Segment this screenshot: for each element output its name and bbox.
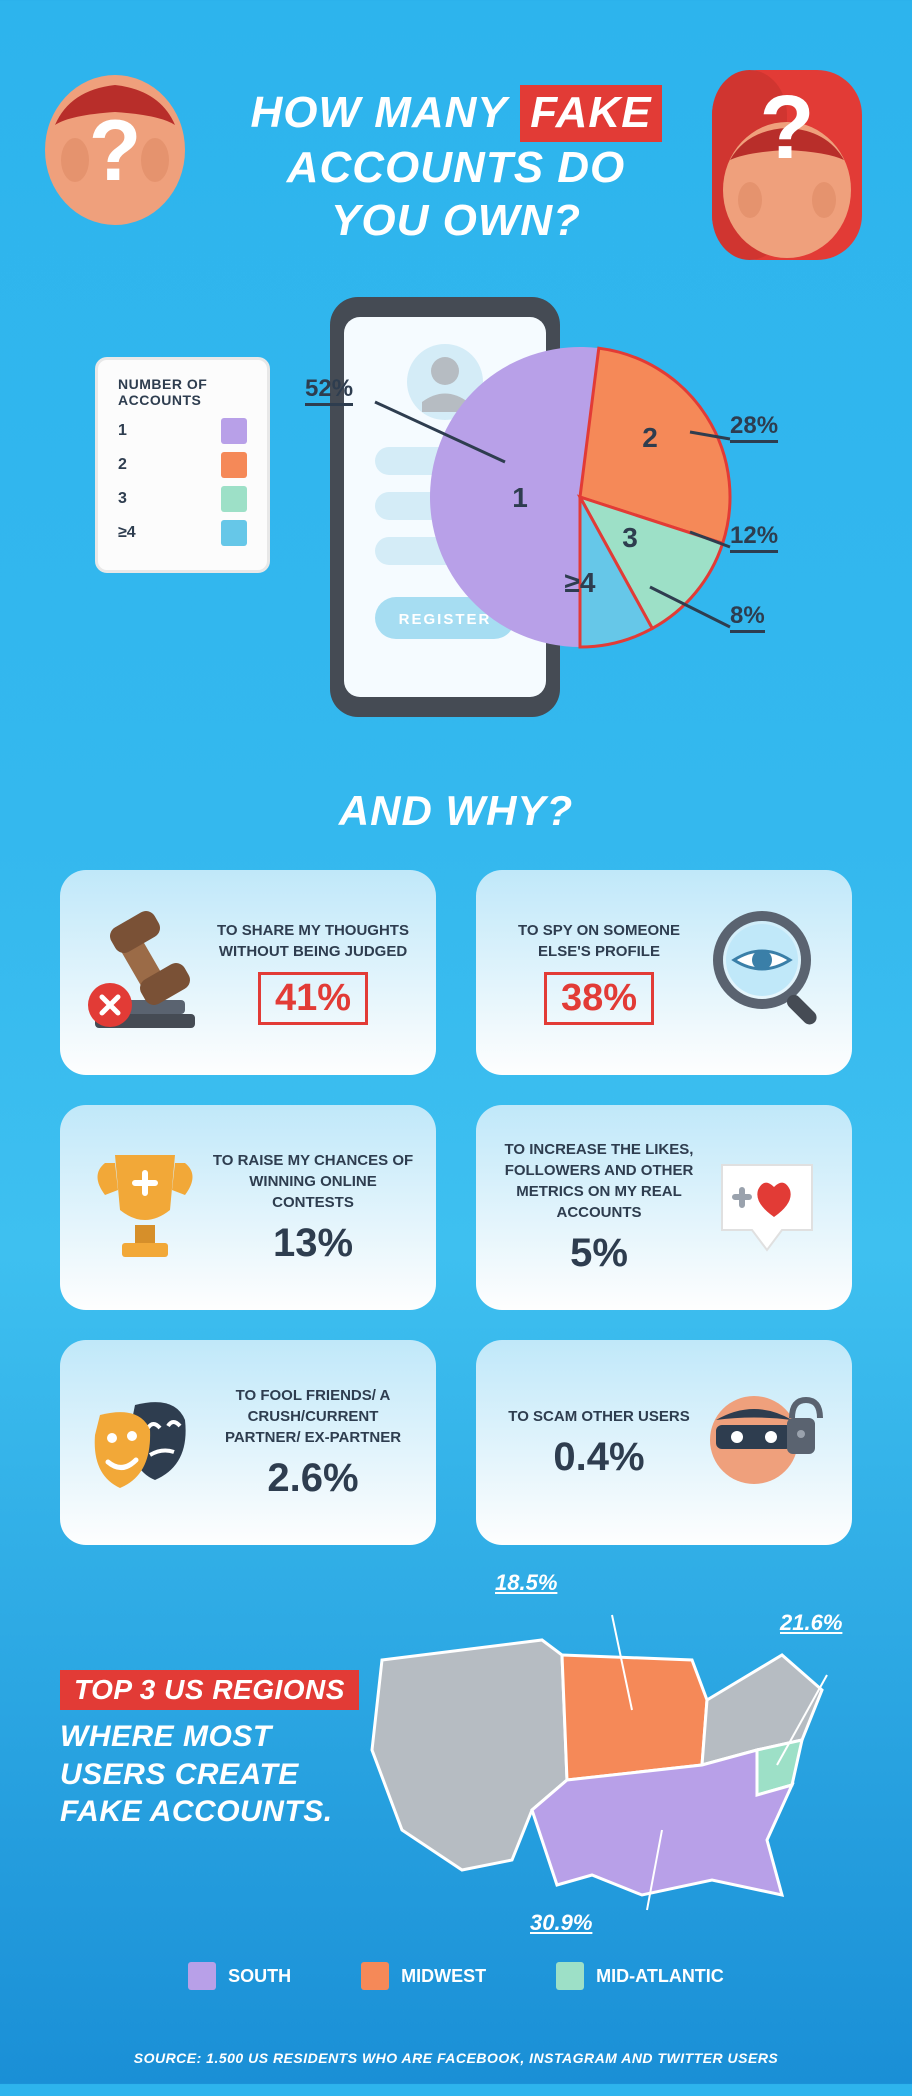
eye-icon <box>702 900 832 1045</box>
reason-pct: 2.6% <box>267 1456 358 1501</box>
pie-callout: 8% <box>730 602 765 633</box>
pie-callout: 52% <box>305 375 353 406</box>
pie-callout: 28% <box>730 412 778 443</box>
regions-section: TOP 3 US REGIONS WHERE MOSTUSERS CREATEF… <box>0 1580 912 2030</box>
pie-section: NUMBER OF ACCOUNTS 123≥4 REGISTER 123≥4 … <box>0 297 912 757</box>
map-legend-item: MIDWEST <box>361 1962 486 1990</box>
heart-icon <box>702 1135 832 1280</box>
reason-pct: 41% <box>258 972 368 1025</box>
svg-text:?: ? <box>760 78 815 178</box>
title-part-2: ACCOUNTS DO <box>287 143 626 192</box>
pie-slice-label: 2 <box>642 422 658 453</box>
map-legend-swatch <box>556 1962 584 1990</box>
reason-card: TO RAISE MY CHANCES OF WINNING ONLINE CO… <box>60 1105 436 1310</box>
legend-title: NUMBER OF ACCOUNTS <box>118 376 247 408</box>
trophy-icon <box>80 1135 210 1280</box>
pie-legend: NUMBER OF ACCOUNTS 1 2 3 ≥4 <box>95 357 270 573</box>
map-legend-swatch <box>361 1962 389 1990</box>
legend-label: 1 <box>118 422 127 440</box>
legend-item: ≥4 <box>118 520 247 546</box>
reason-card: TO SCAM OTHER USERS 0.4% <box>476 1340 852 1545</box>
map-callout: 21.6% <box>780 1610 842 1636</box>
map-legend-swatch <box>188 1962 216 1990</box>
subtitle: AND WHY? <box>0 787 912 835</box>
face-question-left-icon: ? <box>30 60 200 250</box>
face-question-right-icon: ? <box>692 60 882 280</box>
reason-content: TO SCAM OTHER USERS 0.4% <box>496 1406 702 1480</box>
reason-pct: 13% <box>273 1221 353 1266</box>
pie-slice-label: ≥4 <box>565 567 596 598</box>
map-legend-item: MID-ATLANTIC <box>556 1962 724 1990</box>
title-part-1: HOW MANY <box>250 88 507 137</box>
map-callout: 18.5% <box>495 1570 557 1596</box>
regions-title-top: TOP 3 US REGIONS <box>60 1670 359 1710</box>
title-section: ? ? HOW MANY FAKE ACCOUNTS DO YOU OWN? <box>0 0 912 247</box>
pie-chart: 1 2 3 ≥4 <box>420 337 740 662</box>
legend-item: 2 <box>118 452 247 478</box>
reason-content: TO FOOL FRIENDS/ A CRUSH/CURRENT PARTNER… <box>210 1385 416 1501</box>
legend-swatch <box>221 486 247 512</box>
us-map <box>362 1600 842 1925</box>
map-legend-label: MID-ATLANTIC <box>596 1966 724 1987</box>
gavel-icon <box>80 900 210 1045</box>
legend-label: 3 <box>118 490 127 508</box>
map-legend-label: MIDWEST <box>401 1966 486 1987</box>
legend-item: 3 <box>118 486 247 512</box>
reason-pct: 0.4% <box>553 1435 644 1480</box>
reason-text: TO SPY ON SOMEONE ELSE'S PROFILE <box>496 920 702 962</box>
svg-text:?: ? <box>89 103 142 199</box>
legend-label: 2 <box>118 456 127 474</box>
reason-card: TO SHARE MY THOUGHTS WITHOUT BEING JUDGE… <box>60 870 436 1075</box>
title-part-3: YOU OWN? <box>331 196 581 245</box>
reason-text: TO FOOL FRIENDS/ A CRUSH/CURRENT PARTNER… <box>210 1385 416 1448</box>
reason-text: TO RAISE MY CHANCES OF WINNING ONLINE CO… <box>210 1150 416 1213</box>
masks-icon <box>80 1370 210 1515</box>
reason-text: TO SCAM OTHER USERS <box>508 1406 689 1427</box>
pie-slice-label: 1 <box>512 482 528 513</box>
reason-card: TO INCREASE THE LIKES, FOLLOWERS AND OTH… <box>476 1105 852 1310</box>
reason-text: TO SHARE MY THOUGHTS WITHOUT BEING JUDGE… <box>210 920 416 962</box>
legend-item: 1 <box>118 418 247 444</box>
map-legend-item: SOUTH <box>188 1962 291 1990</box>
pie-slice-label: 3 <box>622 522 638 553</box>
thief-icon <box>702 1370 832 1515</box>
pie-callout: 12% <box>730 522 778 553</box>
reason-pct: 5% <box>570 1231 628 1276</box>
reason-cards: TO SHARE MY THOUGHTS WITHOUT BEING JUDGE… <box>0 835 912 1580</box>
reason-text: TO INCREASE THE LIKES, FOLLOWERS AND OTH… <box>496 1139 702 1223</box>
reason-content: TO SPY ON SOMEONE ELSE'S PROFILE 38% <box>496 920 702 1025</box>
reason-card: TO FOOL FRIENDS/ A CRUSH/CURRENT PARTNER… <box>60 1340 436 1545</box>
legend-swatch <box>221 418 247 444</box>
map-legend-label: SOUTH <box>228 1966 291 1987</box>
legend-swatch <box>221 520 247 546</box>
reason-content: TO SHARE MY THOUGHTS WITHOUT BEING JUDGE… <box>210 920 416 1025</box>
legend-label: ≥4 <box>118 524 136 542</box>
map-legend: SOUTH MIDWEST MID-ATLANTIC <box>0 1962 912 1990</box>
map-callout: 30.9% <box>530 1910 592 1936</box>
reason-content: TO INCREASE THE LIKES, FOLLOWERS AND OTH… <box>496 1139 702 1276</box>
title-fake-box: FAKE <box>520 85 661 142</box>
reason-content: TO RAISE MY CHANCES OF WINNING ONLINE CO… <box>210 1150 416 1266</box>
regions-title-body: WHERE MOSTUSERS CREATEFAKE ACCOUNTS. <box>60 1718 359 1831</box>
source-text: SOURCE: 1.500 US RESIDENTS WHO ARE FACEB… <box>0 2050 912 2096</box>
reason-pct: 38% <box>544 972 654 1025</box>
regions-title: TOP 3 US REGIONS WHERE MOSTUSERS CREATEF… <box>60 1670 359 1831</box>
legend-swatch <box>221 452 247 478</box>
reason-card: TO SPY ON SOMEONE ELSE'S PROFILE 38% <box>476 870 852 1075</box>
